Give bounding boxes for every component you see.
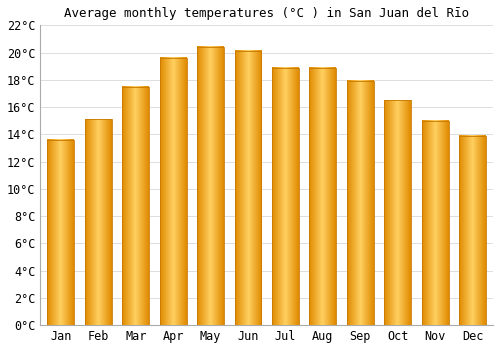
Bar xyxy=(160,58,186,325)
Title: Average monthly temperatures (°C ) in San Juan del Rīo: Average monthly temperatures (°C ) in Sa… xyxy=(64,7,469,20)
Bar xyxy=(234,51,262,325)
Bar xyxy=(197,47,224,325)
Bar xyxy=(272,68,299,325)
Bar xyxy=(347,81,374,325)
Bar xyxy=(422,121,448,325)
Bar xyxy=(122,86,149,325)
Bar xyxy=(384,100,411,325)
Bar xyxy=(48,140,74,325)
Bar xyxy=(85,119,112,325)
Bar xyxy=(310,68,336,325)
Bar xyxy=(459,136,486,325)
